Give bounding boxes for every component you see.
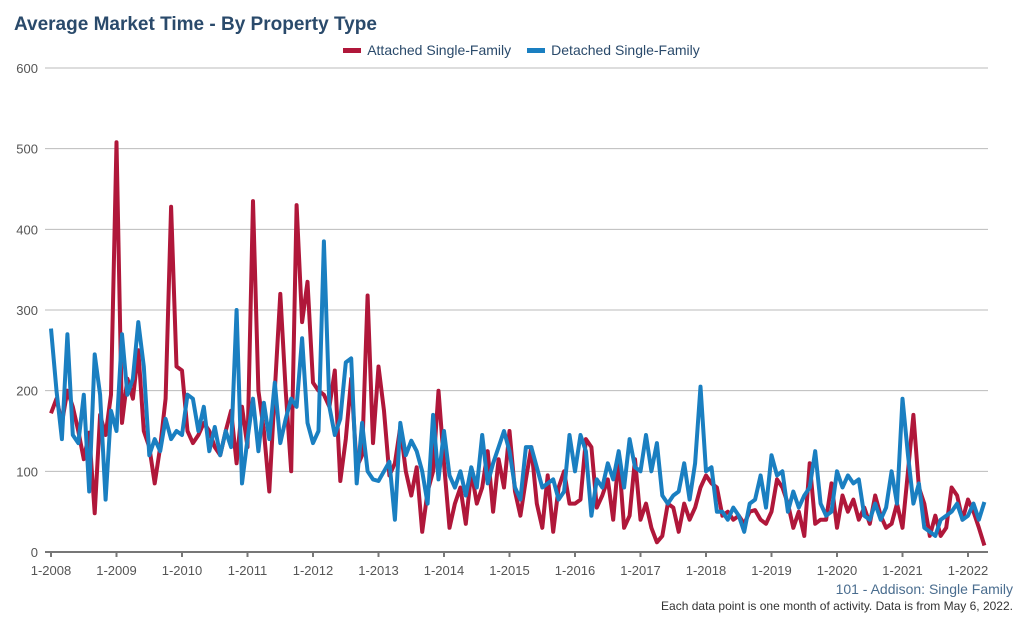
legend-item-detached[interactable]: Detached Single-Family	[527, 42, 700, 58]
x-tick-label: 1-2018	[686, 563, 726, 578]
y-tick-label: 100	[16, 464, 38, 479]
data-note: Each data point is one month of activity…	[661, 599, 1013, 613]
legend: Attached Single-Family Detached Single-F…	[0, 42, 1023, 58]
y-tick-label: 300	[16, 303, 38, 318]
x-tick-label: 1-2017	[620, 563, 660, 578]
x-tick-label: 1-2012	[293, 563, 333, 578]
y-tick-label: 0	[31, 545, 38, 560]
legend-label-detached: Detached Single-Family	[551, 42, 700, 58]
x-tick-label: 1-2021	[882, 563, 922, 578]
x-tick-label: 1-2022	[948, 563, 988, 578]
legend-swatch-detached	[527, 47, 546, 53]
x-tick-label: 1-2013	[358, 563, 398, 578]
x-tick-label: 1-2010	[162, 563, 202, 578]
chart-title: Average Market Time - By Property Type	[14, 14, 377, 35]
y-tick-label: 200	[16, 384, 38, 399]
y-tick-label: 400	[16, 222, 38, 237]
legend-item-attached[interactable]: Attached Single-Family	[343, 42, 511, 58]
y-tick-label: 500	[16, 142, 38, 157]
x-tick-label: 1-2009	[96, 563, 136, 578]
x-tick-label: 1-2020	[817, 563, 857, 578]
legend-swatch-attached	[343, 47, 362, 53]
y-tick-label: 600	[16, 61, 38, 76]
x-tick-label: 1-2014	[424, 563, 464, 578]
source-label: 101 - Addison: Single Family	[835, 581, 1013, 597]
legend-label-attached: Attached Single-Family	[367, 42, 512, 58]
x-tick-label: 1-2011	[228, 563, 268, 578]
series-line-detached	[49, 239, 987, 538]
x-tick-label: 1-2015	[489, 563, 529, 578]
x-tick-label: 1-2016	[555, 563, 595, 578]
x-tick-label: 1-2008	[31, 563, 71, 578]
x-tick-label: 1-2019	[751, 563, 791, 578]
